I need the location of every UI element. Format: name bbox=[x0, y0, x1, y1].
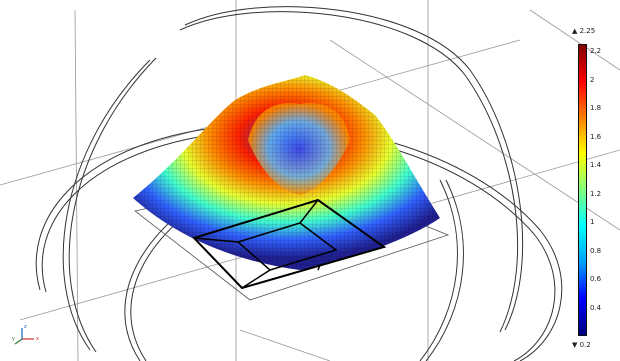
legend-tick-label: 1.2 bbox=[590, 189, 602, 198]
geometry-outline bbox=[192, 198, 387, 290]
color-legend-bar bbox=[578, 44, 587, 336]
legend-tick-label: 1.6 bbox=[590, 132, 602, 141]
legend-tick-label: 0.8 bbox=[590, 246, 602, 255]
legend-tick-label: 1.4 bbox=[590, 161, 602, 170]
axis-x-label: x bbox=[36, 336, 39, 342]
legend-tick-label: 0.4 bbox=[590, 303, 602, 312]
axis-orientation-triad bbox=[14, 328, 34, 345]
axis-y-label: y bbox=[12, 336, 15, 342]
axis-z-label: z bbox=[24, 324, 27, 330]
legend-min-label: ▼ 0.2 bbox=[572, 341, 591, 349]
legend-tick-label: 0.6 bbox=[590, 275, 602, 284]
legend-tick-label: 1.8 bbox=[590, 104, 602, 113]
legend-tick-label: 2 bbox=[590, 75, 595, 84]
legend-tick-label: 2.2 bbox=[590, 47, 602, 56]
legend-max-label: ▲ 2.25 bbox=[572, 27, 596, 35]
legend-tick-label: 1 bbox=[590, 218, 595, 227]
